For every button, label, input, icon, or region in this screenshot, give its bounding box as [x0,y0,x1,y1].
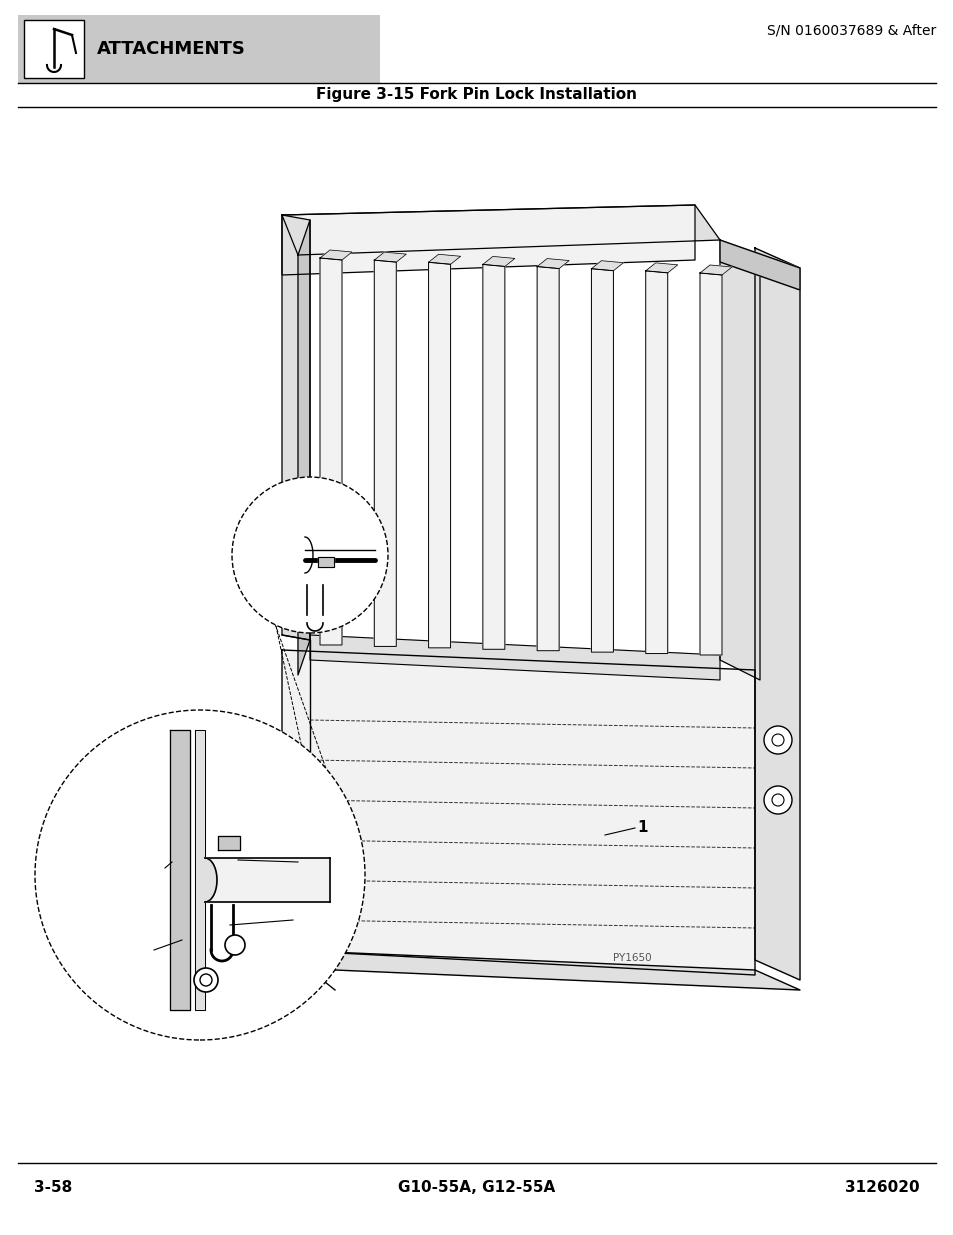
Polygon shape [282,950,800,990]
Polygon shape [720,240,800,290]
Polygon shape [482,257,515,267]
Polygon shape [310,635,720,680]
Text: 3-58: 3-58 [34,1179,72,1194]
Polygon shape [700,266,731,275]
Polygon shape [282,215,310,640]
Polygon shape [537,267,558,651]
Polygon shape [319,258,341,645]
Polygon shape [645,270,667,653]
Text: S/N 0160037689 & After: S/N 0160037689 & After [766,23,935,38]
Polygon shape [374,252,406,262]
Text: 4: 4 [299,855,311,869]
Polygon shape [700,273,721,655]
Polygon shape [591,261,622,270]
Text: 3: 3 [141,942,152,957]
Polygon shape [319,249,352,261]
Polygon shape [317,557,334,567]
Circle shape [763,785,791,814]
Polygon shape [205,858,330,902]
Text: 1: 1 [637,820,647,836]
Polygon shape [537,258,569,268]
Circle shape [193,968,218,992]
Polygon shape [591,269,613,652]
Circle shape [225,935,245,955]
Polygon shape [297,220,310,676]
Circle shape [232,477,388,634]
Polygon shape [170,730,190,1010]
Polygon shape [482,264,504,650]
FancyBboxPatch shape [18,15,379,83]
Polygon shape [374,261,395,646]
Polygon shape [428,254,460,264]
Text: ATTACHMENTS: ATTACHMENTS [97,40,246,58]
Polygon shape [645,263,677,273]
Polygon shape [754,248,800,981]
Polygon shape [205,858,216,902]
Polygon shape [428,262,450,648]
Polygon shape [218,836,240,850]
Text: 2: 2 [159,855,170,869]
Text: 3126020: 3126020 [844,1179,919,1194]
Text: PY1650: PY1650 [612,953,651,963]
Circle shape [763,726,791,755]
Polygon shape [282,205,695,275]
Polygon shape [720,240,760,680]
Polygon shape [282,205,720,254]
Polygon shape [194,730,205,1010]
Circle shape [35,710,365,1040]
Text: Figure 3-15 Fork Pin Lock Installation: Figure 3-15 Fork Pin Lock Installation [316,88,637,103]
Text: G10-55A, G12-55A: G10-55A, G12-55A [398,1179,555,1194]
Polygon shape [282,650,754,974]
Text: 5: 5 [294,913,305,927]
FancyBboxPatch shape [24,20,84,78]
